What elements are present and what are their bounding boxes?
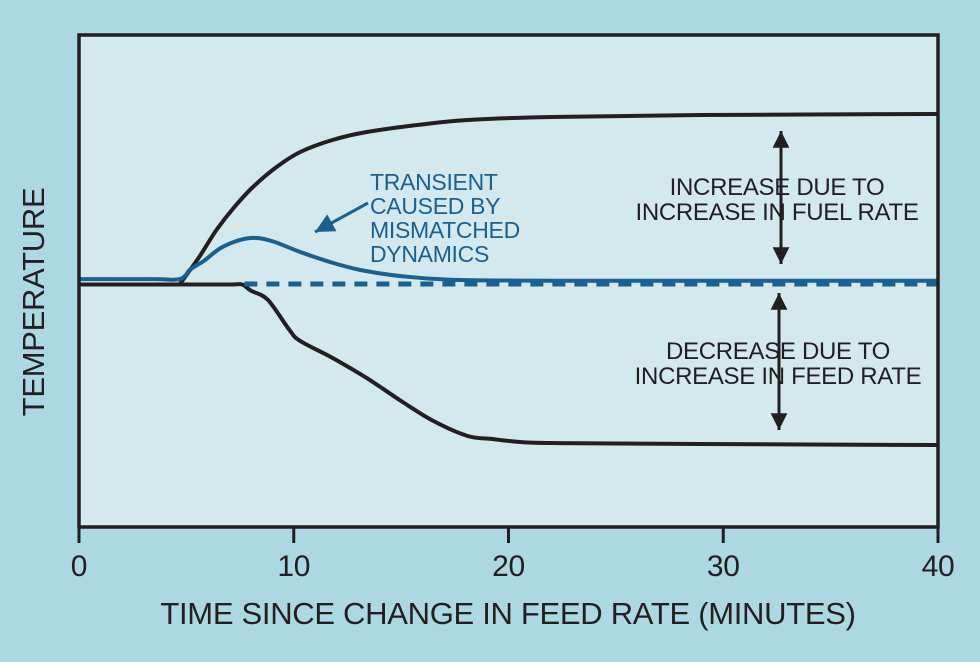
y-axis-title: TEMPERATURE (16, 188, 51, 417)
feed-annotation-line: DECREASE DUE TO (666, 338, 890, 365)
decrease-due-to-feed-rate-curve (79, 282, 939, 447)
x-axis: 0 10 20 30 40 (71, 527, 955, 583)
x-tick-label: 10 (277, 550, 310, 583)
series-layer (79, 112, 939, 447)
transient-annotation: TRANSIENT CAUSED BY MISMATCHED DYNAMICS (370, 169, 520, 267)
transient-annotation-line: CAUSED BY (370, 193, 500, 219)
transient-annotation-line: TRANSIENT (370, 169, 498, 195)
feed-annotation-line: INCREASE IN FEED RATE (635, 363, 922, 390)
transient-annotation-line: DYNAMICS (370, 241, 489, 267)
x-tick-label: 0 (71, 550, 87, 583)
x-axis-title: TIME SINCE CHANGE IN FEED RATE (MINUTES) (160, 596, 855, 631)
x-tick-label: 40 (922, 550, 955, 583)
transient-combined-response-curve (79, 235, 938, 283)
x-tick-label: 20 (492, 550, 525, 583)
increase-due-to-fuel-rate-curve (178, 112, 939, 286)
transient-annotation-line: MISMATCHED (370, 217, 520, 243)
fuel-annotation-line: INCREASE DUE TO (670, 174, 885, 201)
fuel-annotation-line: INCREASE IN FUEL RATE (635, 199, 918, 226)
feed-annotation: DECREASE DUE TO INCREASE IN FEED RATE (635, 338, 922, 390)
x-tick-label: 30 (707, 550, 740, 583)
transient-pointer-arrow-icon (314, 201, 369, 234)
fuel-annotation: INCREASE DUE TO INCREASE IN FUEL RATE (635, 174, 918, 226)
